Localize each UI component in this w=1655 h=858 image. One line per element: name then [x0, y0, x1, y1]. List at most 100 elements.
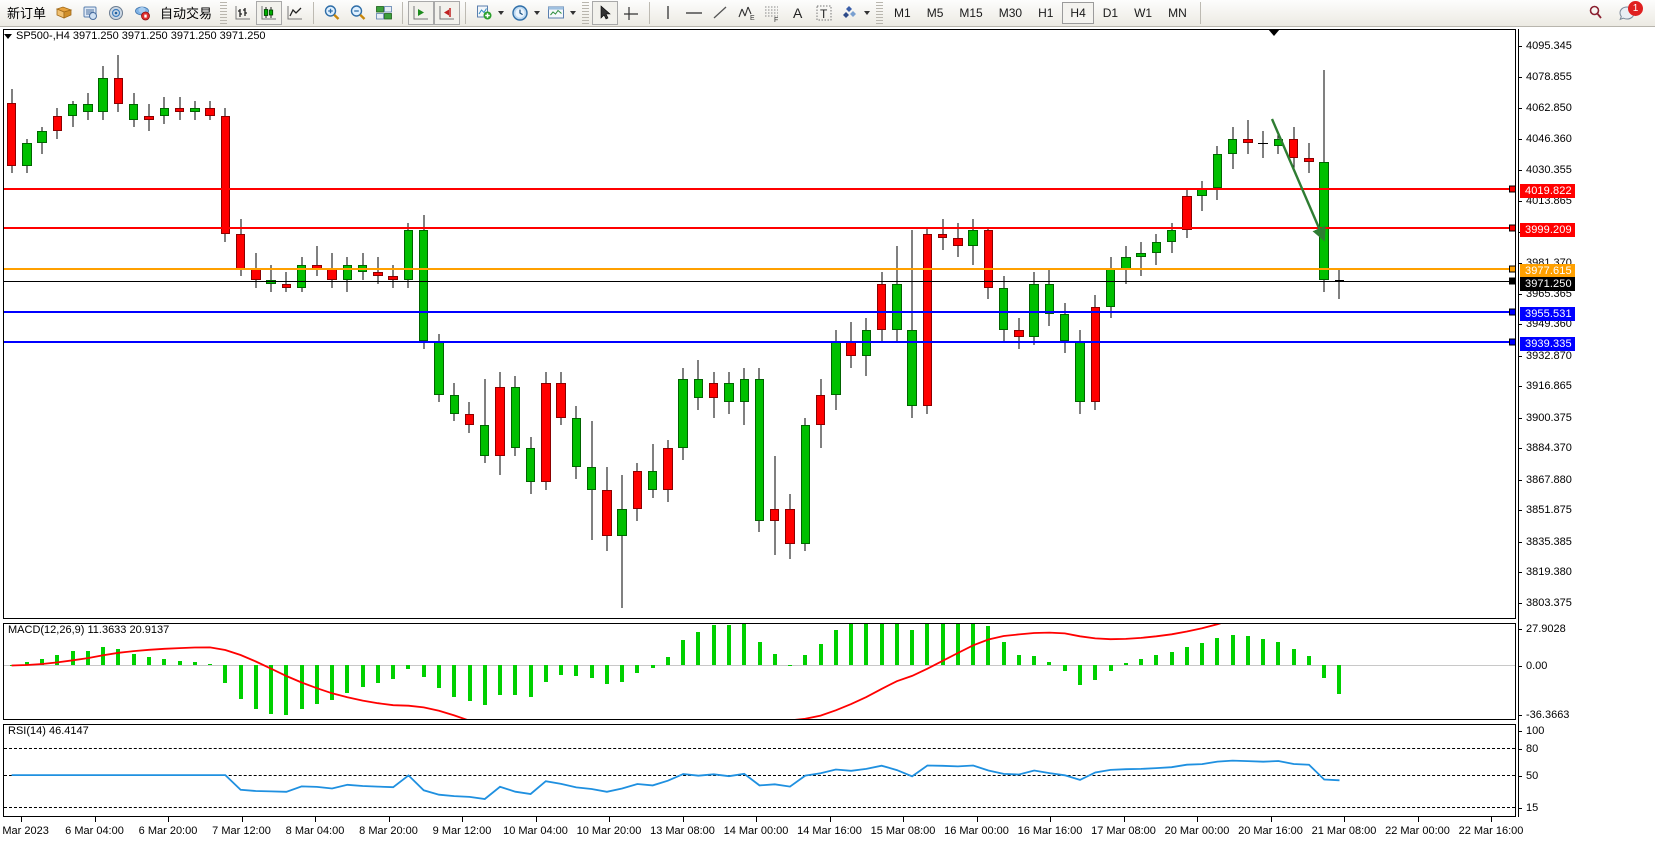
indicators-add-icon[interactable]	[471, 1, 497, 25]
candle-body	[1151, 241, 1162, 254]
candle	[312, 30, 322, 618]
bar-chart-icon[interactable]	[230, 1, 256, 25]
toolbar-grip-3[interactable]	[876, 2, 884, 24]
price-tick: 4030.355	[1518, 164, 1572, 176]
text-label-icon[interactable]: T	[811, 1, 837, 25]
price-panel[interactable]	[3, 29, 1516, 619]
notifications-icon[interactable]: 1	[1615, 1, 1643, 25]
level-handle[interactable]	[1509, 308, 1516, 316]
time-label: 15 Mar 08:00	[870, 825, 936, 837]
shift-end-icon[interactable]	[434, 1, 461, 25]
timeframe-h4[interactable]: H4	[1062, 2, 1094, 24]
level-line-support-1[interactable]	[4, 308, 1516, 316]
timeframe-m1[interactable]: M1	[894, 6, 911, 20]
candle	[983, 30, 994, 618]
zoom-out-icon[interactable]	[345, 1, 371, 25]
search-icon[interactable]	[1583, 1, 1609, 25]
vertical-line-icon[interactable]	[655, 1, 681, 25]
macd-histogram-bar	[131, 653, 136, 666]
timeframe-h1[interactable]: H1	[1038, 6, 1054, 20]
macd-plot[interactable]	[4, 624, 1515, 719]
templates-dropdown-caret[interactable]	[570, 11, 577, 15]
macd-histogram-bar	[406, 665, 411, 669]
signal-icon[interactable]	[103, 1, 129, 25]
trend-line-icon[interactable]	[707, 1, 733, 25]
level-line-support-2[interactable]	[4, 338, 1516, 346]
level-handle[interactable]	[1509, 185, 1516, 193]
level-handle[interactable]	[1509, 338, 1516, 346]
timeframe-m5[interactable]: M5	[926, 6, 944, 20]
toolbar-grip[interactable]	[220, 2, 228, 24]
time-axis[interactable]: 3 Mar 2023 6 Mar 04:00 6 Mar 20:00 7 Mar 12…	[0, 817, 1523, 858]
rsi-level-80	[4, 747, 1515, 749]
rsi-plot[interactable]	[4, 725, 1515, 816]
macd-histogram-bar	[391, 665, 396, 680]
candle-body	[1243, 138, 1253, 143]
candle	[418, 30, 429, 618]
timeframe-d1[interactable]: D1	[1102, 6, 1119, 20]
terminal-icon[interactable]	[77, 1, 103, 25]
shift-start-icon[interactable]	[408, 1, 435, 25]
timeframe-m30[interactable]: M30	[998, 6, 1023, 20]
forecast-arrow[interactable]	[0, 27, 1655, 831]
period-clock-icon[interactable]	[507, 1, 533, 25]
chart-scroll-marker[interactable]	[1268, 29, 1280, 36]
candle-body	[418, 230, 429, 342]
macd-histogram-bar	[650, 665, 655, 668]
candle	[1090, 30, 1100, 618]
level-line-resistance-2[interactable]	[4, 224, 1516, 232]
candle	[464, 30, 475, 618]
macd-histogram-bar	[986, 626, 991, 666]
shapes-icon[interactable]	[837, 1, 863, 25]
new-order-button[interactable]: 新订单	[7, 5, 47, 21]
chart-menu-caret[interactable]	[4, 33, 12, 39]
level-handle[interactable]	[1509, 277, 1516, 285]
elliott-wave-icon[interactable]: E	[733, 1, 759, 25]
fibonacci-icon[interactable]: F	[759, 1, 785, 25]
crosshair-icon[interactable]	[618, 1, 644, 25]
candle	[1288, 30, 1299, 618]
candle-body	[1182, 196, 1192, 231]
candlestick-chart-icon[interactable]	[256, 1, 283, 25]
period-dropdown-caret[interactable]	[534, 11, 541, 15]
tile-windows-icon[interactable]	[371, 1, 397, 25]
candle-body	[480, 425, 490, 456]
line-chart-icon[interactable]	[282, 1, 308, 25]
time-label: 22 Mar 00:00	[1385, 825, 1450, 837]
level-line-current-price[interactable]	[4, 277, 1516, 285]
autotrading-button[interactable]: 自动交易	[160, 5, 213, 21]
level-line-resistance-1[interactable]	[4, 185, 1516, 193]
price-axis[interactable]: 4095.345 4078.855 4062.850 4046.360 4030.355…	[1518, 29, 1655, 817]
horizontal-line-icon[interactable]	[681, 1, 707, 25]
level-line-pivot[interactable]	[4, 265, 1516, 273]
zoom-in-icon[interactable]	[319, 1, 345, 25]
macd-histogram-bar	[604, 665, 609, 684]
candle	[541, 30, 551, 618]
candle-wick	[316, 245, 318, 277]
macd-histogram-bar	[345, 665, 350, 693]
macd-histogram-bar	[681, 640, 686, 666]
toolbar-grip-2[interactable]	[582, 2, 590, 24]
rsi-panel[interactable]	[3, 724, 1516, 817]
cursor-icon[interactable]	[592, 1, 619, 25]
macd-panel[interactable]	[3, 623, 1516, 720]
timeframe-mn[interactable]: MN	[1168, 6, 1187, 20]
timeframe-w1[interactable]: W1	[1134, 6, 1153, 20]
time-label: 20 Mar 00:00	[1164, 825, 1230, 837]
macd-histogram-bar	[665, 657, 670, 666]
candle	[632, 30, 643, 618]
autotrading-icon[interactable]	[129, 1, 155, 25]
timeframe-m15[interactable]: M15	[959, 6, 983, 20]
text-icon[interactable]: A	[785, 1, 811, 25]
level-handle[interactable]	[1509, 224, 1516, 232]
chart-area[interactable]: SP500-,H4 3971.250 3971.250 3971.250 397…	[0, 27, 1655, 837]
folder-icon[interactable]	[51, 1, 77, 25]
indicators-dropdown-caret[interactable]	[498, 11, 505, 15]
templates-icon[interactable]	[543, 1, 569, 25]
time-label: 9 Mar 12:00	[432, 825, 492, 837]
macd-histogram-bar	[55, 654, 60, 666]
shapes-dropdown-caret[interactable]	[864, 11, 871, 15]
level-handle[interactable]	[1509, 265, 1516, 273]
candle-wick	[652, 444, 654, 498]
rsi-level-15	[4, 806, 1515, 808]
